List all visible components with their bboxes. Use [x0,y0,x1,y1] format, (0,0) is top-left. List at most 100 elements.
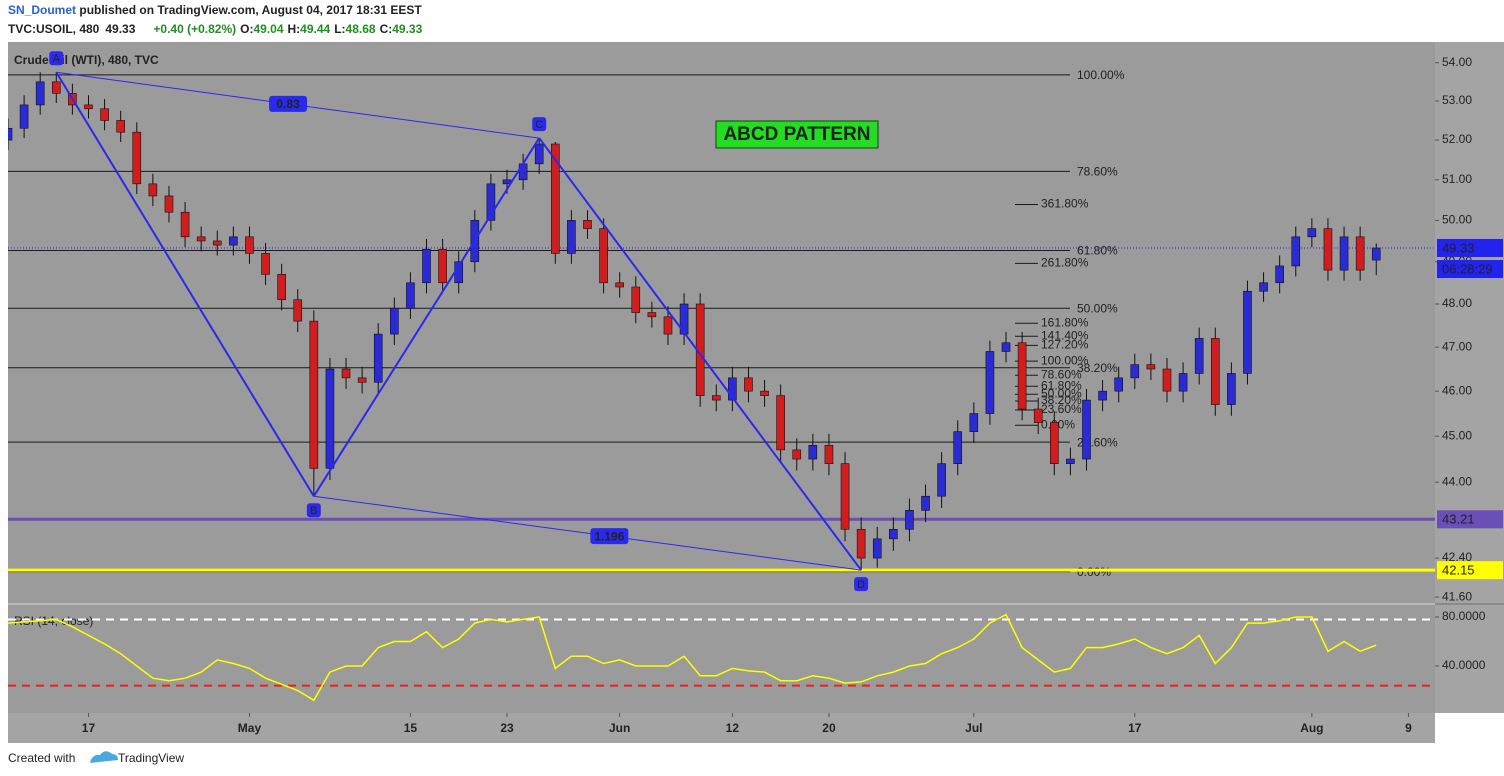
c-val: 49.33 [392,22,422,36]
candle-body [132,131,142,185]
rsi-layer [8,613,1435,702]
o-key: O: [240,22,253,36]
candle-body [196,236,206,242]
ext-label: 61.80% [1041,378,1082,392]
x-tick-label: 9 [1405,721,1412,735]
rsi-line [8,613,1377,702]
candle-body [1307,228,1317,238]
ext-label: 50.00% [1041,386,1082,400]
y-tick-label: 53.00 [1442,93,1472,107]
candle-body [245,236,254,254]
x-tick-label: 12 [726,721,740,735]
candle-body [872,538,882,559]
annotation: ABCD PATTERN [723,124,870,145]
candle-body [647,312,657,318]
logo [90,751,118,763]
candle-body [776,395,785,451]
candle-body [792,449,802,460]
ext-label: 141.40% [1041,328,1089,342]
c-key: C: [380,22,393,36]
ext-label: 261.80% [1041,256,1089,270]
ext-label: 100.00% [1041,353,1089,367]
candle-body [744,377,753,392]
ext-label: 78.60% [1041,367,1082,381]
candle-body [8,127,13,141]
candle-body [711,395,721,401]
ratio-box [269,95,308,112]
candle-body [261,253,270,275]
point-box [854,577,869,592]
candle-body [631,286,641,313]
overlay-layer: 41.6042.4044.0045.0046.0047.0048.0049.00… [49,51,1503,735]
candle-body [19,104,29,129]
candle-body [1001,342,1011,352]
fib-label: 78.60% [1077,165,1118,179]
rsi-tick-label: 40.0000 [1442,658,1486,672]
ext-label: 38.20% [1041,393,1082,407]
point-label: B [310,505,317,517]
point-box [532,117,547,132]
y-tick-label: 51.00 [1442,172,1472,186]
candle-body [599,228,608,284]
ratio-line [313,495,862,571]
candle-body [1194,338,1204,374]
y-tick-label: 46.00 [1442,383,1472,397]
candle-body [229,236,238,246]
candle-body [840,463,850,530]
pane-title: Crude Oil (WTI), 480, TVC [14,53,159,67]
candle-body [905,510,914,530]
candle-body [309,320,319,469]
price-box [1437,510,1503,529]
x-tick-label: 20 [822,721,836,735]
candle-body [889,528,898,540]
candle-body [550,143,560,254]
ratio-label: 1.196 [594,529,624,543]
candle-body [1210,338,1220,405]
x-tick-label: 17 [82,721,96,735]
candle-body [148,183,158,197]
candle-body [1275,265,1284,284]
candle-body [1050,422,1059,464]
price-box-label: 42.15 [1442,563,1475,578]
candle-body [100,108,109,121]
ratio-label: 0.83 [276,97,300,111]
y-tick-label: 48.00 [1442,296,1472,310]
ratio-box [590,528,629,545]
fib-label: 0.00% [1077,565,1111,579]
candle-body [390,307,399,335]
candle-body [277,274,286,301]
symbol: TVC:USOIL, 480 [8,22,100,36]
candle-body [1371,247,1381,261]
candle-body [1323,228,1333,271]
candle-body [438,248,447,284]
change: +0.40 (+0.82%) [153,22,236,36]
footer-brand: TradingView [118,751,184,765]
candle-body [180,211,190,238]
price-box [1437,561,1503,580]
candle-body [518,163,528,181]
point-label: C [535,119,543,131]
candle-body [567,220,576,254]
published: published on TradingView.com, August 04,… [79,3,422,17]
candle-body [373,333,383,383]
time-axis [8,713,1435,743]
main-layer: 100.00%78.60%61.80%50.00%38.20%23.60%0.0… [8,68,1435,579]
x-tick-label: May [238,721,262,735]
footer-created: Created with [8,751,75,765]
candle-body [406,282,415,309]
ext-label: 127.20% [1041,338,1089,352]
candle-body [1066,458,1075,464]
candle-body [35,81,45,106]
candle-body [1114,377,1123,392]
y-tick-label: 42.40 [1442,550,1472,564]
candle-body [357,377,367,383]
author: SN_Doumet [8,3,76,17]
price-box-label: 43.21 [1442,512,1475,527]
y-tick-label: 47.00 [1442,339,1472,353]
l-val: 48.68 [346,22,376,36]
candle-body [422,248,431,284]
point-label: A [53,53,61,65]
candle-body [1291,236,1301,267]
candle-body [486,183,496,221]
